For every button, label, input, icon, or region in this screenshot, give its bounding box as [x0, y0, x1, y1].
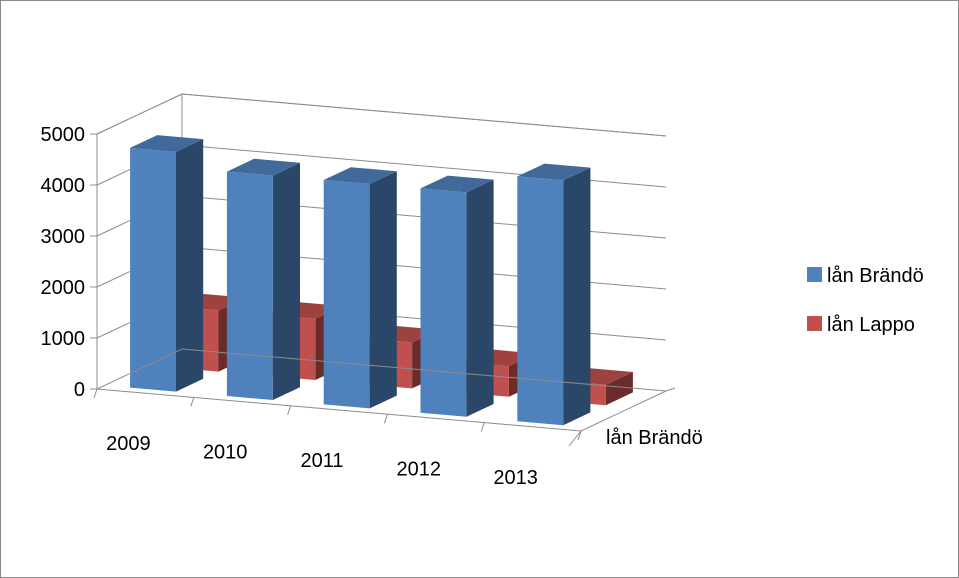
- y-tick-label: 5000: [41, 124, 86, 146]
- bar-lan-brando-top: [226, 158, 300, 176]
- chart-axes: [90, 133, 676, 447]
- bar-lan-brando-side: [563, 167, 591, 426]
- legend-label: lån Brändö: [827, 265, 924, 287]
- bar-lan-brando: [517, 163, 591, 426]
- x-tick-mark: [480, 422, 485, 432]
- x-tick-mark: [383, 414, 388, 424]
- y-tick-label: 2000: [41, 277, 86, 299]
- bar-lan-brando: [226, 158, 300, 400]
- y-tick-label: 0: [74, 379, 85, 401]
- bar-lan-brando-front: [226, 171, 273, 400]
- depth-tick-mark: [568, 430, 582, 447]
- bar-lan-brando-side: [176, 139, 204, 392]
- x-tick-label: 2010: [203, 442, 248, 464]
- bar-lan-lappo-side: [605, 372, 633, 406]
- x-tick-mark: [577, 430, 582, 441]
- bar-lan-brando-front: [517, 176, 564, 426]
- bar-lan-brando: [420, 175, 494, 417]
- bar-lan-brando-front: [323, 180, 370, 409]
- x-axis-line: [96, 388, 582, 432]
- gridline: [96, 93, 667, 137]
- floor-right-edge: [580, 390, 667, 432]
- bar-lan-brando: [130, 135, 204, 392]
- x-tick-mark: [287, 405, 292, 415]
- chart-legend: lån Brändö lån Lappo: [807, 265, 924, 336]
- legend-swatch: [807, 316, 822, 331]
- x-tick-mark: [93, 388, 98, 399]
- x-tick-label: 2013: [493, 467, 538, 489]
- y-tick-label: 4000: [41, 175, 86, 197]
- legend-swatch: [807, 267, 822, 282]
- chart-labels: 0 1000 2000 3000 4000 5000 2009 2010 2011 2012 201…: [41, 124, 703, 489]
- y-tick-label: 1000: [41, 328, 86, 350]
- floor-back-edge: [96, 348, 667, 392]
- bar-lan-brando-front: [420, 188, 467, 417]
- bar-lan-brando-top: [517, 163, 591, 181]
- bar-lan-brando-top: [323, 167, 397, 184]
- bar-lan-brando-top: [130, 135, 204, 152]
- x-tick-label: 2009: [106, 433, 151, 455]
- bar-lan-brando-side: [272, 162, 300, 400]
- depth-axis-label: lån Brändö: [606, 427, 703, 449]
- depth-tick-mark: [665, 387, 676, 392]
- bar-lan-brando-front: [130, 147, 176, 392]
- x-tick-mark: [190, 397, 195, 407]
- legend-label: lån Lappo: [827, 314, 915, 336]
- x-tick-label: 2012: [397, 458, 442, 480]
- bar-lan-brando-top: [420, 175, 494, 193]
- y-tick-label: 3000: [41, 226, 86, 248]
- bar-lan-brando: [323, 167, 397, 409]
- bar-lan-brando-side: [369, 171, 397, 409]
- bar-lan-brando-side: [466, 179, 494, 417]
- x-tick-label: 2011: [300, 450, 343, 472]
